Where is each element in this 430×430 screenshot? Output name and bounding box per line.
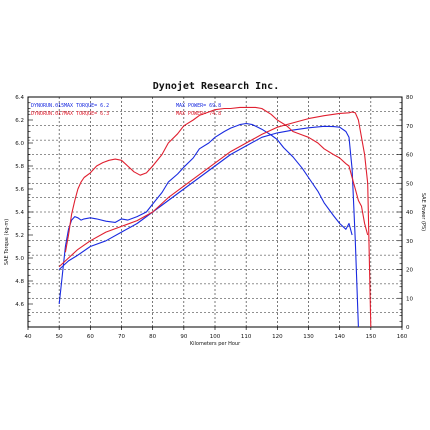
legend-max-torque: MAX TORQUE= 6.2 bbox=[64, 103, 109, 109]
x-tick-label: 40 bbox=[25, 334, 32, 340]
x-tick-label: 120 bbox=[272, 334, 283, 340]
series-dynorun-015-power bbox=[58, 125, 359, 328]
right-tick-label: 30 bbox=[406, 239, 413, 245]
legend-run-label: DYNORUN.017 bbox=[31, 111, 64, 117]
x-tick-label: 130 bbox=[303, 334, 314, 340]
left-axis-ticks: 4.6 4.8 5.0 5.2 5.4 5.6 5.8 6.0 6.2 6.4 bbox=[15, 95, 33, 328]
left-tick-label: 5.8 bbox=[15, 164, 24, 170]
right-tick-label: 20 bbox=[406, 268, 413, 274]
right-tick-label: 70 bbox=[406, 124, 413, 130]
left-tick-label: 5.2 bbox=[15, 233, 24, 239]
x-axis-ticks: 40 50 60 70 80 90 100 110 120 130 140 150 160 bbox=[25, 327, 408, 340]
series-dynorun-017-power bbox=[58, 111, 372, 328]
right-axis-label: SAE Power (PS) bbox=[420, 193, 426, 231]
right-tick-label: 80 bbox=[406, 95, 413, 101]
x-tick-label: 100 bbox=[210, 334, 221, 340]
x-tick-label: 50 bbox=[56, 334, 63, 340]
x-axis-label: Kilometers per Hour bbox=[190, 341, 241, 347]
x-tick-label: 70 bbox=[118, 334, 125, 340]
right-tick-label: 40 bbox=[406, 210, 413, 216]
left-tick-label: 5.6 bbox=[15, 187, 24, 193]
left-tick-label: 6.4 bbox=[15, 95, 24, 101]
legend-run-label: DYNORUN.015 bbox=[31, 103, 64, 109]
x-tick-label: 90 bbox=[180, 334, 187, 340]
right-tick-label: 60 bbox=[406, 153, 413, 159]
left-tick-label: 5.0 bbox=[15, 256, 24, 262]
left-tick-label: 6.2 bbox=[15, 118, 24, 124]
left-tick-label: 4.8 bbox=[15, 279, 24, 285]
left-axis-label: SAE Torque (kg-m) bbox=[4, 219, 10, 265]
legend-max-power: MAX POWER= 69.8 bbox=[176, 103, 221, 109]
series-lines bbox=[58, 106, 372, 328]
series-dynorun-017-torque bbox=[64, 106, 369, 253]
legend-max-power: MAX POWER= 74.8 bbox=[176, 111, 221, 117]
legend-max-torque: MAX TORQUE= 6.3 bbox=[64, 111, 109, 117]
x-tick-label: 140 bbox=[334, 334, 345, 340]
right-tick-label: 0 bbox=[406, 325, 410, 331]
right-tick-label: 10 bbox=[406, 296, 413, 302]
series-dynorun-015-torque bbox=[58, 122, 353, 305]
chart-title: Dynojet Research Inc. bbox=[153, 80, 279, 92]
left-tick-label: 5.4 bbox=[15, 210, 24, 216]
left-tick-label: 4.6 bbox=[15, 302, 24, 308]
legend: DYNORUN.015 MAX TORQUE= 6.2 MAX POWER= 69.… bbox=[31, 103, 221, 117]
x-tick-label: 60 bbox=[87, 334, 94, 340]
right-axis-ticks: 0 10 20 30 40 50 60 70 80 bbox=[397, 95, 413, 331]
left-tick-label: 6.0 bbox=[15, 141, 24, 147]
x-tick-label: 80 bbox=[149, 334, 156, 340]
right-tick-label: 50 bbox=[406, 181, 413, 187]
x-tick-label: 160 bbox=[397, 334, 408, 340]
x-tick-label: 150 bbox=[366, 334, 377, 340]
x-tick-label: 110 bbox=[241, 334, 252, 340]
